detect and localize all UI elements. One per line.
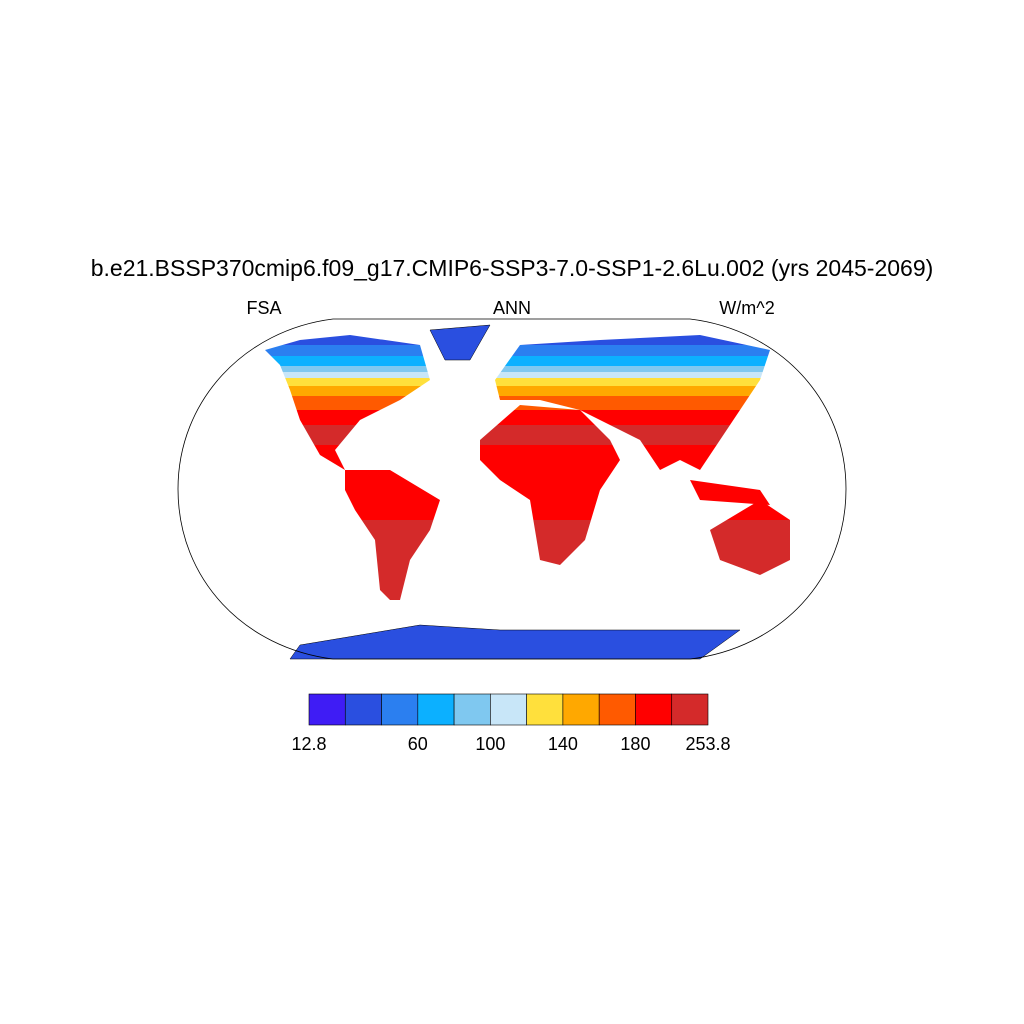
colorbar-label: 60 [408,734,428,754]
colorbar-box [526,693,564,726]
colorbar-box [453,693,491,726]
variable-label: FSA [246,298,281,318]
units-label: W/m^2 [719,298,774,318]
colorbar-label: 100 [475,734,505,754]
land-band [265,345,790,356]
colorbar-box [344,693,382,726]
colorbar-label: 253.8 [685,734,730,754]
land-band [265,425,790,445]
land-band [265,445,790,480]
colorbar-box [490,693,527,726]
land-band [265,335,790,345]
land-band [265,520,790,600]
colorbar-label: 180 [620,734,650,754]
colorbar-box [308,693,346,726]
colorbar-box [671,693,709,726]
land-band [265,410,790,425]
antarctica [289,624,741,660]
map [177,318,847,660]
colorbar-box [598,693,636,726]
land-field [265,335,790,600]
map-frame [177,318,847,660]
land-band [265,480,790,520]
land-band [265,356,790,366]
colorbar-box [635,693,673,726]
land-band [265,386,790,396]
land-band [265,396,790,410]
title: b.e21.BSSP370cmip6.f09_g17.CMIP6-SSP3-7.… [91,255,934,281]
colorbar-label: 12.8 [291,734,326,754]
season-label: ANN [493,298,531,318]
land-band [265,366,790,372]
land-band [265,378,790,386]
land-band [265,372,790,378]
colorbar-box [417,693,455,726]
colorbar-box [562,693,600,726]
colorbar-label: 140 [548,734,578,754]
colorbar-box [381,693,419,726]
colorbar: 12.8 60 100 140 180 253.8 [291,693,731,754]
greenland [429,324,491,361]
